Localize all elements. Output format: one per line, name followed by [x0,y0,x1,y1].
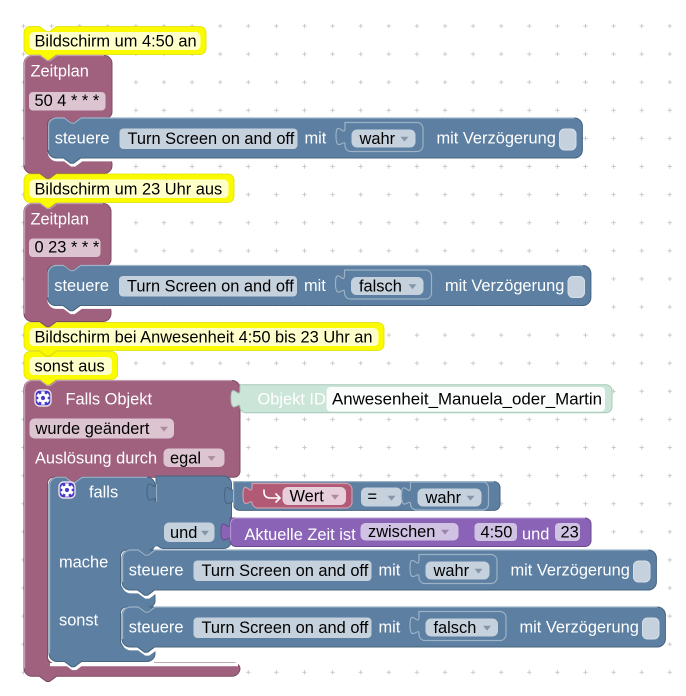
svg-text:=: = [368,488,378,506]
svg-text:mit: mit [379,618,401,636]
svg-text:mache: mache [59,554,108,572]
svg-text:steuere: steuere [54,277,109,295]
svg-text:und: und [170,524,197,542]
svg-text:Turn Screen on and off: Turn Screen on and off [202,562,369,580]
svg-text:sonst: sonst [59,612,99,630]
svg-text:mit Verzögerung: mit Verzögerung [520,618,639,636]
svg-text:falsch: falsch [434,619,477,637]
svg-text:wahr: wahr [433,562,470,580]
svg-text:Bildschirm um 4:50 an: Bildschirm um 4:50 an [35,32,197,50]
svg-text:Turn Screen on and off: Turn Screen on and off [127,277,294,295]
svg-text:steuere: steuere [129,561,184,579]
svg-text:Objekt ID: Objekt ID [258,391,326,409]
svg-text:Zeitplan: Zeitplan [31,211,89,229]
svg-text:mit Verzögerung: mit Verzögerung [445,277,564,295]
svg-text:wahr: wahr [359,130,396,148]
svg-text:Aktuelle Zeit ist: Aktuelle Zeit ist [245,526,357,544]
svg-text:mit Verzögerung: mit Verzögerung [511,561,630,579]
svg-text:mit: mit [379,561,401,579]
svg-text:Bildschirm um 23 Uhr aus: Bildschirm um 23 Uhr aus [35,180,223,198]
svg-text:falls: falls [89,484,118,502]
svg-text:mit: mit [305,129,327,147]
svg-text:Bildschirm bei Anwesenheit 4:5: Bildschirm bei Anwesenheit 4:50 bis 23 U… [35,328,373,346]
svg-text:wurde geändert: wurde geändert [35,420,150,438]
svg-text:und: und [522,526,549,544]
svg-text:egal: egal [170,449,201,467]
svg-text:Zeitplan: Zeitplan [31,63,89,81]
svg-text:Anwesenheit_Manuela_oder_Marti: Anwesenheit_Manuela_oder_Martin [332,391,602,409]
svg-text:Turn Screen on and off: Turn Screen on and off [128,130,295,148]
svg-text:4:50: 4:50 [481,524,513,542]
svg-text:Falls Objekt: Falls Objekt [66,391,153,409]
svg-text:Wert: Wert [290,488,325,506]
svg-text:sonst aus: sonst aus [35,357,105,375]
svg-text:Turn Screen on and off: Turn Screen on and off [202,619,369,637]
svg-text:0 23 * * *: 0 23 * * * [35,239,100,257]
svg-text:23: 23 [561,524,579,542]
svg-text:steuere: steuere [55,129,110,147]
svg-text:wahr: wahr [425,489,462,507]
svg-text:mit: mit [304,277,326,295]
svg-text:steuere: steuere [129,618,184,636]
svg-text:falsch: falsch [359,277,402,295]
svg-text:mit Verzögerung: mit Verzögerung [437,129,556,147]
svg-text:Auslösung durch: Auslösung durch [35,450,157,468]
svg-text:zwischen: zwischen [368,523,435,541]
svg-text:50 4 * * *: 50 4 * * * [35,92,100,110]
